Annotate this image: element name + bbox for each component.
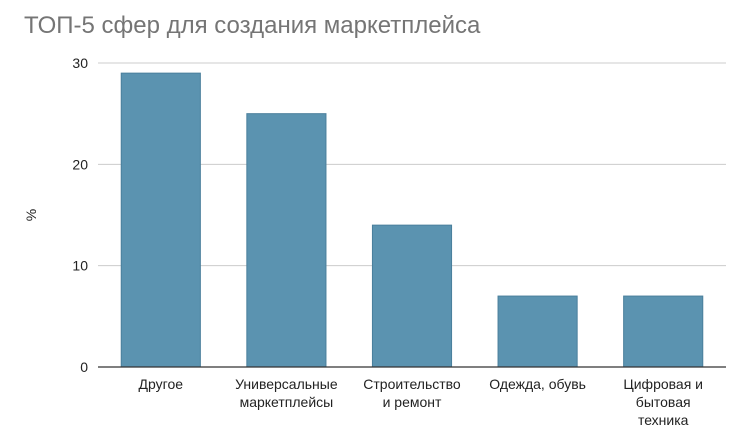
x-tick-label: Цифровая и бытовая техника (623, 376, 703, 428)
bar (120, 72, 201, 368)
y-tick-label: 30 (72, 55, 88, 71)
bar (246, 113, 327, 368)
y-tick-label: 0 (80, 359, 88, 375)
chart-title: ТОП-5 сфер для создания маркетплейса (24, 12, 481, 39)
x-tick-label: Одежда, обувь (489, 376, 586, 392)
bar (371, 224, 453, 368)
bar (623, 295, 704, 368)
bar (497, 295, 578, 368)
y-tick-label: 20 (72, 156, 88, 172)
x-tick-label: Другое (139, 376, 184, 392)
y-tick-label: 10 (72, 258, 88, 274)
x-tick-label: Универсальные маркетплейсы (235, 376, 338, 410)
y-axis-label: % (23, 209, 39, 221)
x-tick-label: Строительство и ремонт (363, 376, 461, 410)
